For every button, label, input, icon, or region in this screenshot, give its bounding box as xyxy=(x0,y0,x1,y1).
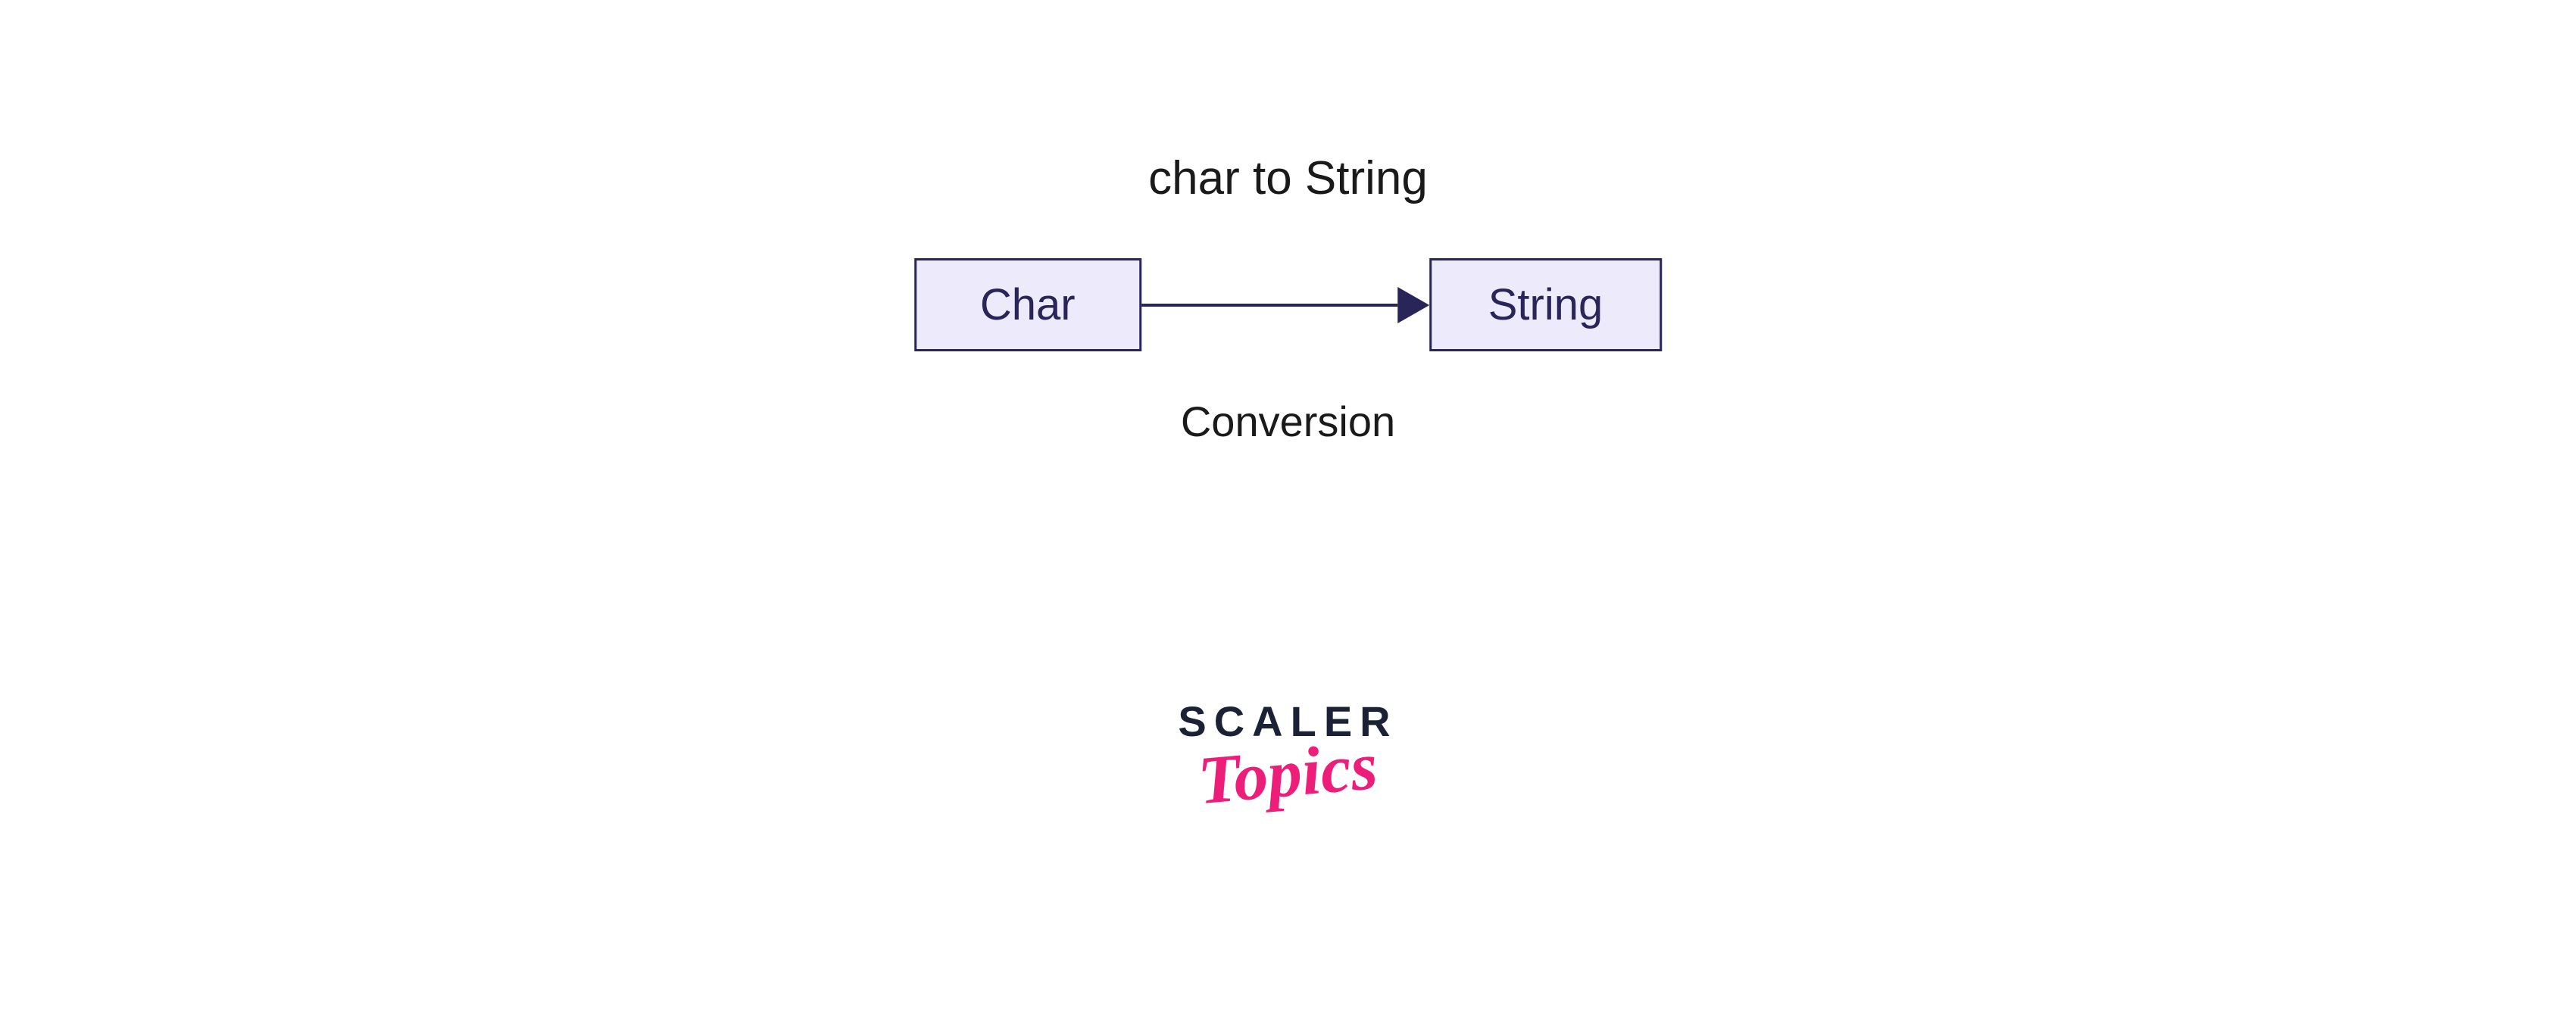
diagram-subtitle: Conversion xyxy=(1181,397,1395,446)
arrow-head-icon xyxy=(1397,287,1429,323)
diagram-container: char to String Char String Conversion xyxy=(914,151,1663,446)
logo-line2: Topics xyxy=(1195,727,1381,820)
source-box: Char xyxy=(914,258,1141,351)
brand-logo: SCALER Topics xyxy=(1178,697,1397,812)
target-box: String xyxy=(1429,258,1663,351)
diagram-title: char to String xyxy=(1148,151,1428,205)
arrow xyxy=(1141,282,1429,328)
arrow-line xyxy=(1141,304,1397,307)
boxes-row: Char String xyxy=(914,258,1663,351)
